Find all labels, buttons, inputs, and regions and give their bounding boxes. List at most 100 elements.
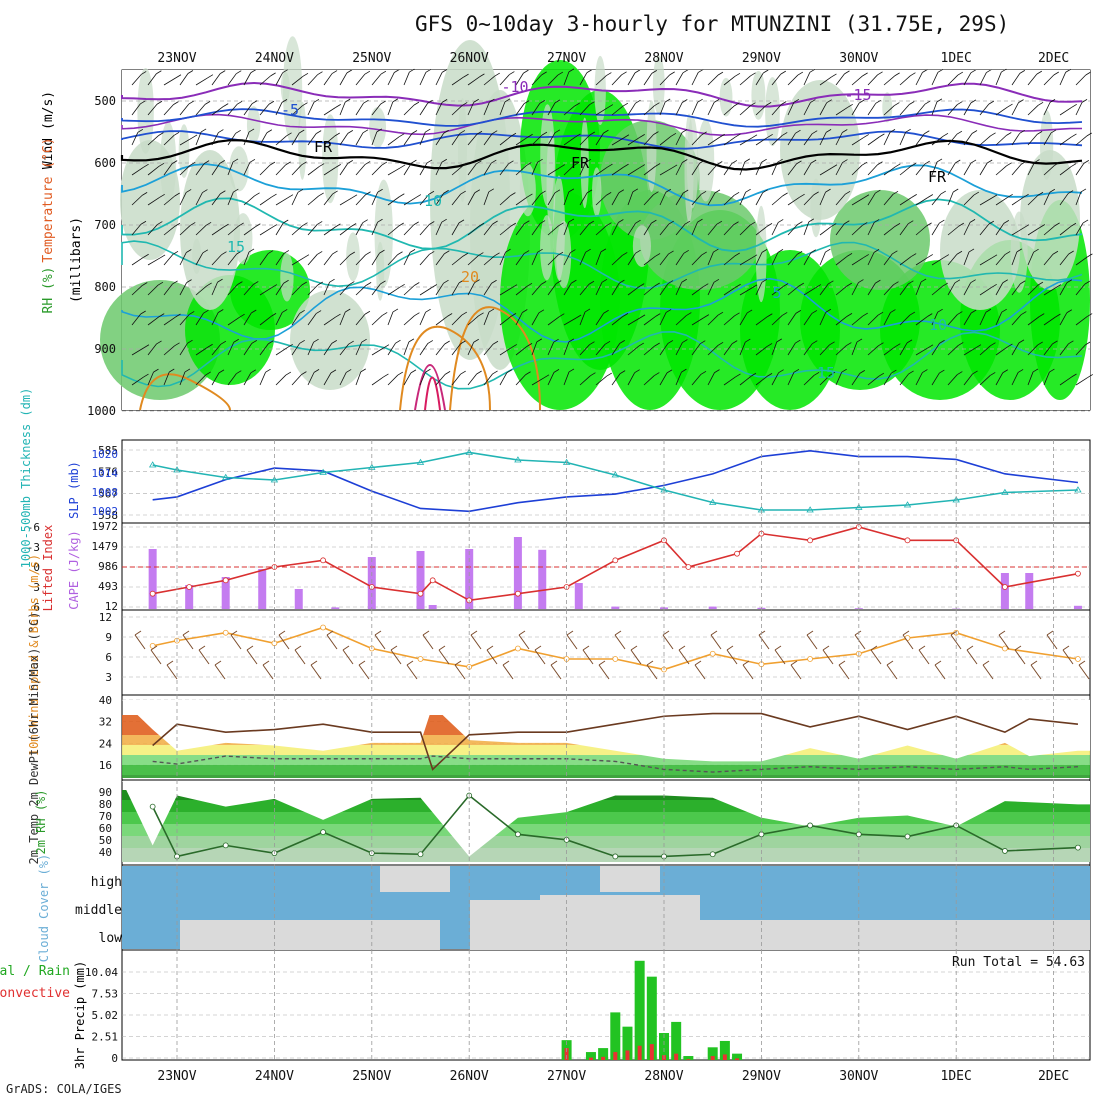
wind-barb-flag <box>683 249 689 254</box>
wind-barb <box>835 194 846 206</box>
wind-barb-flag <box>781 312 788 316</box>
contour-warm <box>449 306 541 411</box>
wind-barb <box>659 167 673 176</box>
wind-barb <box>755 162 763 176</box>
wind-barb <box>579 162 587 176</box>
wind-barb-flag <box>942 132 949 137</box>
wind-barb <box>899 223 909 236</box>
wind-barb-flag <box>254 192 260 197</box>
wind-barb-flag <box>539 220 546 224</box>
surface-wind-barb-flag <box>390 645 398 651</box>
wind-barb-flag <box>750 72 756 77</box>
wind-barb <box>147 196 160 206</box>
wind-barb-flag <box>1007 193 1013 198</box>
wind-barb-flag <box>508 160 514 165</box>
wind-barb <box>291 343 301 356</box>
wind-barb <box>387 225 399 236</box>
wind-barb-flag <box>910 253 917 257</box>
wind-barb-flag <box>1001 308 1007 313</box>
wind-barb-flag <box>766 373 773 377</box>
wind-barb-flag <box>315 130 322 134</box>
wind-barb <box>1043 165 1055 176</box>
wind-barb-flag <box>175 313 181 318</box>
wind-barb-flag <box>958 342 964 346</box>
wind-barb <box>835 285 848 296</box>
wind-barb <box>195 77 209 86</box>
rh-streak <box>519 163 536 217</box>
wind-barb-flag <box>600 248 607 253</box>
wind-barb-flag <box>717 311 724 316</box>
wind-barb <box>435 316 448 326</box>
wind-barb <box>627 252 636 266</box>
li-tick: 6 <box>33 601 40 614</box>
wind-barb <box>787 342 796 356</box>
wind-barb-flag <box>765 102 772 106</box>
wind-barb <box>403 133 413 146</box>
wind-barb-flag <box>601 278 608 283</box>
wind-barb <box>147 371 154 386</box>
slp-tick: 1020 <box>92 448 119 461</box>
wind-barb <box>723 255 735 266</box>
thickness-tick: 576 <box>98 466 118 479</box>
surface-wind-barb <box>742 664 754 680</box>
wind-barb <box>611 316 624 326</box>
wind-barb-flag <box>815 284 822 288</box>
wind-barb <box>227 133 237 146</box>
wind-barb <box>803 194 814 206</box>
wind-barb <box>243 284 254 296</box>
wind-barb <box>179 225 191 236</box>
wind-barb-flag <box>318 163 325 167</box>
wind-barb <box>1011 283 1021 296</box>
wind-barb-flag <box>286 132 292 137</box>
wind-barb <box>739 105 751 116</box>
wind-barb <box>739 137 753 146</box>
wind-barb-flag <box>1032 368 1039 373</box>
wind-barb-flag <box>795 129 801 134</box>
wind-barb-flag <box>315 310 322 314</box>
wind-barb-flag <box>875 279 881 284</box>
rh-streak <box>540 215 554 281</box>
wind-barb <box>851 315 864 326</box>
thickness-line-marker <box>708 498 717 505</box>
surface-wind-barb <box>454 664 466 680</box>
wind-barb <box>355 164 366 176</box>
thickness-line-marker <box>319 468 327 475</box>
wind-barb-flag <box>847 103 853 108</box>
panel-frame <box>121 609 1091 696</box>
wind-barb <box>195 163 205 176</box>
wind-barb <box>611 343 621 356</box>
wind-barb <box>259 253 269 266</box>
wind-barb <box>963 312 972 326</box>
wind-barb <box>419 343 429 356</box>
temp-line <box>152 712 1079 771</box>
wind-barb-flag <box>654 163 661 167</box>
wind-barb-flag <box>285 161 291 166</box>
wind-barb-flag <box>776 338 783 343</box>
wind-barb <box>531 341 538 356</box>
wind-barb-flag <box>266 129 273 134</box>
wind-barb-flag <box>169 368 175 373</box>
wind-barb <box>723 75 736 86</box>
wind-barb-flag <box>623 134 630 139</box>
rh-streak <box>229 146 249 192</box>
wind-barb-flag <box>777 158 783 163</box>
wind-barb <box>739 257 753 266</box>
wind-barb-flag <box>159 193 165 198</box>
wind-barb-flag <box>361 338 367 343</box>
wind-barb-flag <box>958 222 965 227</box>
wind-barb <box>147 73 157 86</box>
wind-barb-flag <box>522 309 528 313</box>
rh-streak <box>346 232 360 282</box>
wind-barb-flag <box>590 372 596 377</box>
wind-barb-flag <box>808 218 815 223</box>
wind-barb <box>131 132 139 146</box>
wind-barb <box>611 105 624 116</box>
wind-barb-flag <box>634 69 641 74</box>
wind-barb-flag <box>441 69 448 73</box>
wind-barb-flag <box>476 160 482 165</box>
wind-barb <box>995 282 1004 296</box>
wind-barb-flag <box>303 254 310 259</box>
wind-barb-flag <box>425 308 431 313</box>
wind-barb-flag <box>461 311 468 316</box>
